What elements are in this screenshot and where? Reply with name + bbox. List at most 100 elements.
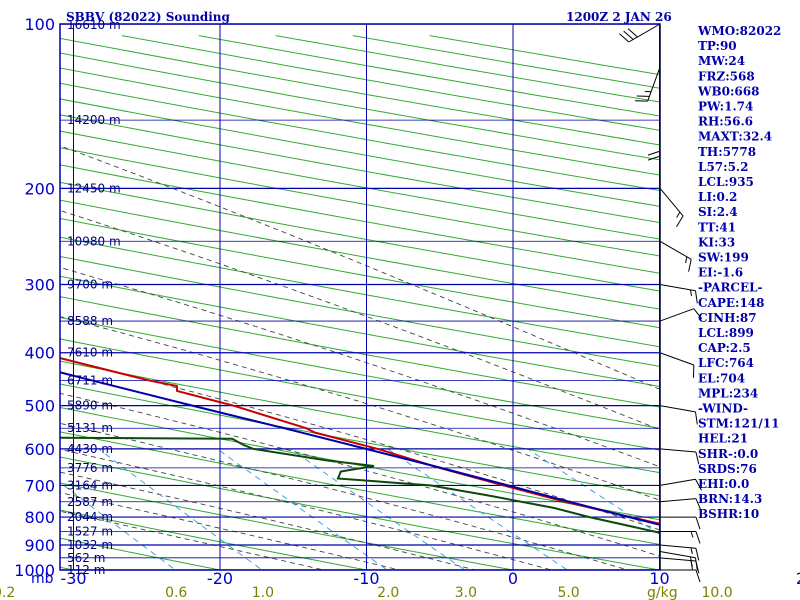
parcel-line: [60, 371, 660, 526]
dry-adiabat: [60, 509, 370, 570]
height-label: 2587 m: [67, 495, 113, 509]
wind-barb-half-flag: [676, 211, 681, 218]
height-label: 14200 m: [67, 113, 121, 127]
dry-adiabat: [60, 360, 660, 474]
pressure-tick-label: 300: [24, 276, 55, 295]
wind-barb-flag: [695, 569, 701, 583]
moist-adiabat: [60, 448, 554, 570]
wind-barb-half-flag: [685, 256, 688, 264]
mixing-ratio-line: [290, 448, 466, 570]
sounding-index: EI:-1.6: [698, 266, 743, 280]
moist-adiabat: [60, 510, 326, 570]
height-label: 4430 m: [67, 442, 113, 456]
sounding-index: RH:56.6: [698, 115, 753, 129]
wind-barb: [659, 551, 698, 571]
wind-barb-flag: [693, 308, 703, 320]
height-label: 6711 m: [67, 374, 113, 388]
height-label: 562 m: [67, 551, 105, 565]
wind-barb: [619, 23, 661, 43]
dry-adiabat: [60, 537, 223, 570]
wind-barb-shaft: [659, 284, 696, 292]
wind-barb-shaft: [659, 188, 684, 217]
moist-adiabat: [60, 316, 660, 501]
pressure-tick-label: 600: [24, 440, 55, 459]
mixing-ratio-label: 0.6: [165, 585, 187, 600]
wind-barb-shaft: [659, 557, 696, 562]
wind-barb-shaft: [659, 551, 696, 559]
wind-barb-shaft: [659, 448, 696, 453]
height-label: 1032 m: [67, 538, 113, 552]
dry-adiabat: [60, 431, 660, 546]
wind-barb-flag: [647, 150, 661, 156]
mixing-ratio-line: [98, 448, 263, 570]
chart-labels: 1002003004005006007008009001000-80-70-60…: [0, 15, 800, 600]
wind-barb-flag: [619, 33, 630, 43]
sounding-index: SRDS:76: [698, 462, 757, 476]
wind-barbs: [619, 23, 703, 583]
height-label: 16610 m: [67, 18, 121, 32]
dry-adiabat: [60, 383, 660, 497]
sounding-index: STM:121/11: [698, 417, 779, 431]
sounding-index: WB0:668: [697, 84, 759, 98]
sounding-index: TH:5778: [698, 145, 756, 159]
temperature-tick-label: -20: [207, 569, 233, 588]
mixing-ratio-line: [387, 448, 569, 570]
wind-barb-flag: [695, 290, 698, 304]
sounding-index: CINH:87: [698, 311, 757, 325]
dry-adiabat: [60, 199, 660, 310]
sounding-index: TT:41: [698, 220, 736, 234]
temperature-tick-label: 10: [649, 569, 669, 588]
sounding-index: -PARCEL-: [698, 281, 763, 295]
sounding-index: SW:199: [698, 251, 749, 265]
sounding-index: HEL:21: [698, 432, 748, 446]
wind-barb: [659, 530, 701, 544]
wind-barb-flag: [695, 498, 702, 511]
wind-barb-shaft: [659, 478, 696, 486]
wind-barb: [659, 544, 700, 561]
sounding-index: MW:24: [698, 54, 745, 68]
sounding-index: WMO:82022: [697, 24, 781, 38]
sounding-index: BSHR:10: [698, 507, 759, 521]
wind-barb-flag: [695, 548, 700, 561]
sounding-index: EL:704: [698, 371, 745, 385]
wind-barb-shaft: [647, 67, 661, 102]
mixing-ratio-label: 0.2: [0, 585, 15, 600]
wind-barb: [634, 67, 661, 102]
pressure-tick-label: 900: [24, 536, 55, 555]
wind-barb: [659, 478, 702, 491]
wind-barb-half-flag: [690, 547, 693, 555]
dry-adiabat: [60, 456, 660, 570]
wind-barb-shaft: [659, 240, 692, 260]
dry-adiabat: [60, 147, 660, 257]
sounding-index: CAPE:148: [698, 296, 765, 310]
wind-barb-shaft: [659, 544, 696, 549]
wind-barb: [659, 240, 692, 272]
sounding-index: MAXT:32.4: [698, 130, 772, 144]
wind-barb-shaft: [659, 352, 694, 366]
height-label: 7610 m: [67, 346, 113, 360]
sounding-index: BRN:14.3: [698, 492, 762, 506]
temperature-line: [60, 357, 660, 525]
wind-barb: [659, 448, 700, 465]
pressure-tick-label: 800: [24, 508, 55, 527]
wind-barb-flag: [695, 516, 701, 530]
mixing-ratio-label: 1.0: [252, 585, 274, 600]
wind-barb: [659, 405, 698, 425]
temperature-tick-label: -30: [60, 569, 86, 588]
height-label: 12450 m: [67, 181, 121, 195]
height-label: 1527 m: [67, 525, 113, 539]
mixing-ratio-label: 5.0: [557, 585, 579, 600]
sounding-index: EHI:0.0: [698, 477, 749, 491]
pressure-tick-label: 700: [24, 476, 55, 495]
wind-barb-shaft: [628, 23, 661, 43]
wind-barb-flag: [690, 556, 693, 570]
wind-barb: [659, 352, 695, 378]
sounding-index: SHR-:0.0: [698, 447, 758, 461]
sounding-index: LFC:764: [698, 356, 754, 370]
pressure-tick-label: 1000: [14, 561, 55, 580]
temperature-tick-label: 20: [796, 569, 800, 588]
chart-grid: [60, 24, 660, 570]
moist-adiabat: [60, 422, 630, 570]
